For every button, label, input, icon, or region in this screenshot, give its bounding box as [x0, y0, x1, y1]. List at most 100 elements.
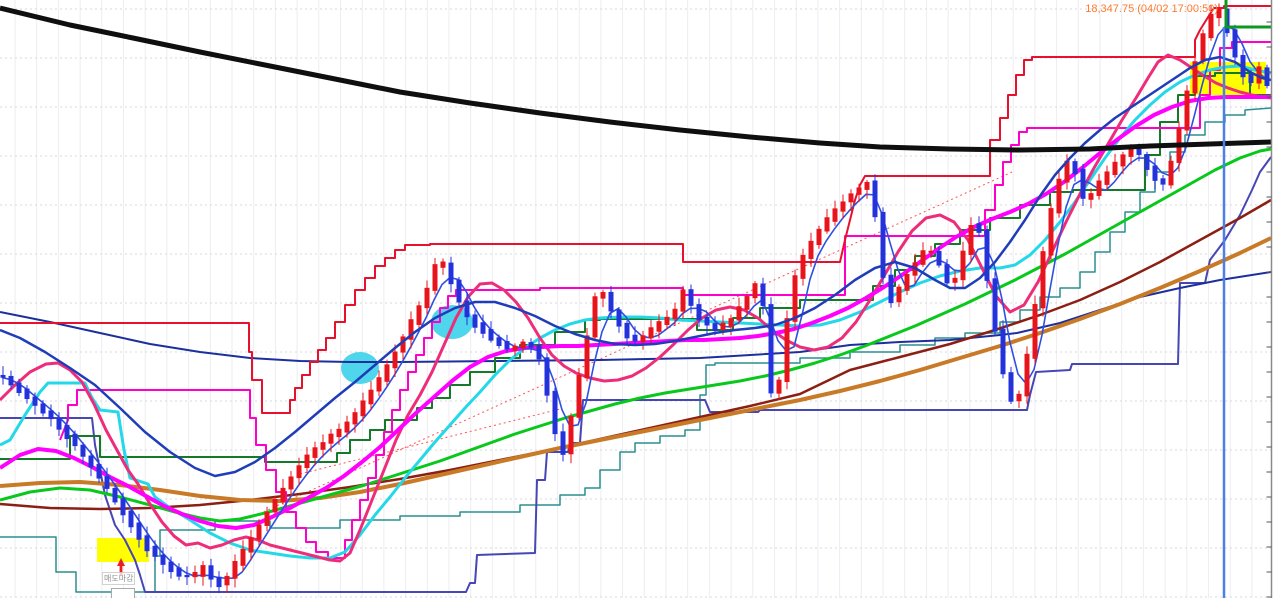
candle-down [984, 229, 990, 281]
candle-down [712, 323, 718, 332]
candle-down [48, 410, 54, 420]
axis-mini-label-box [111, 588, 135, 598]
candle-up [792, 275, 798, 322]
candle-down [992, 278, 998, 332]
candle-down [176, 567, 182, 577]
candle-up [1256, 66, 1262, 84]
candle-up [1104, 171, 1110, 185]
candle-up [304, 454, 310, 468]
candle-down [488, 329, 494, 341]
candle-down [184, 574, 190, 578]
candle-up [1096, 180, 1102, 196]
candle-down [1152, 165, 1158, 181]
candle-down [8, 375, 14, 386]
cyan-highlight-ellipse [341, 352, 379, 384]
candle-up [1120, 154, 1126, 167]
candle-down [88, 455, 94, 468]
candle-up [816, 228, 822, 246]
candle-down [936, 250, 942, 266]
candle-down [472, 314, 478, 328]
candle-down [160, 554, 166, 565]
candle-up [896, 286, 902, 303]
candlestick-series [0, 3, 1270, 594]
candle-up [416, 305, 422, 325]
candle-up [640, 335, 646, 343]
candle-down [688, 289, 694, 306]
candle-up [512, 345, 518, 351]
candle-up [192, 571, 198, 578]
candle-up [664, 316, 670, 325]
candle-down [128, 510, 134, 528]
candle-down [760, 283, 766, 306]
candle-down [136, 522, 142, 540]
candle-up [1040, 251, 1046, 309]
candle-up [1024, 353, 1030, 397]
candle-up [1048, 208, 1054, 256]
candle-down [1008, 372, 1014, 402]
candle-up [752, 283, 758, 299]
candle-up [328, 433, 334, 444]
candle-down [0, 374, 6, 378]
candle-up [232, 561, 238, 579]
candle-down [24, 388, 30, 400]
candle-up [584, 335, 590, 379]
candle-up [576, 374, 582, 418]
candle-up [272, 499, 278, 513]
candle-up [376, 377, 382, 392]
candle-up [264, 511, 270, 526]
candle-up [1128, 148, 1134, 157]
candle-up [1216, 8, 1222, 19]
candle-up [1056, 178, 1062, 214]
candle-up [776, 379, 782, 394]
candle-up [904, 273, 910, 291]
candle-down [1264, 67, 1270, 87]
candle-down [560, 431, 566, 455]
candle-up [856, 187, 862, 195]
navy-medium-ma [0, 55, 1272, 478]
candle-down [1160, 178, 1166, 185]
candle-down [608, 291, 614, 312]
black-long-ma [0, 5, 1272, 153]
candle-up [432, 264, 438, 291]
candle-down [704, 316, 710, 326]
candle-up [672, 308, 678, 320]
candle-down [1136, 148, 1142, 155]
candle-down [504, 341, 510, 350]
candle-up [1016, 393, 1022, 402]
candle-down [16, 382, 22, 394]
candle-up [1208, 13, 1214, 39]
candle-down [624, 322, 630, 339]
candle-up [520, 341, 526, 349]
magenta-smooth-ma [0, 95, 1271, 530]
current-price-label: 18,347.75 (04/02 17:00:50) [1085, 3, 1218, 15]
candle-up [928, 250, 934, 253]
candle-up [392, 351, 398, 369]
candle-down [40, 403, 46, 414]
candle-up [224, 575, 230, 586]
candle-up [744, 296, 750, 310]
candle-down [208, 565, 214, 580]
candle-down [976, 223, 982, 233]
candle-down [696, 304, 702, 321]
candle-up [648, 327, 654, 339]
candle-down [216, 576, 222, 588]
candle-up [240, 548, 246, 566]
red-upper-channel [0, 5, 1271, 414]
yellow-highlight-box [97, 538, 149, 562]
candle-down [880, 211, 886, 278]
candle-up [720, 322, 726, 330]
candle-down [464, 300, 470, 318]
candle-up [1192, 61, 1198, 94]
candle-up [656, 321, 662, 332]
candle-up [824, 217, 830, 232]
candle-down [1080, 168, 1086, 199]
candle-up [296, 465, 302, 479]
candle-up [736, 306, 742, 321]
candle-up [680, 289, 686, 312]
candle-down [1000, 328, 1006, 375]
cyan-kijun-line [0, 64, 1272, 560]
signal-text-label: 매도마감 [102, 572, 136, 585]
candle-down [768, 304, 774, 394]
candle-up [568, 416, 574, 455]
